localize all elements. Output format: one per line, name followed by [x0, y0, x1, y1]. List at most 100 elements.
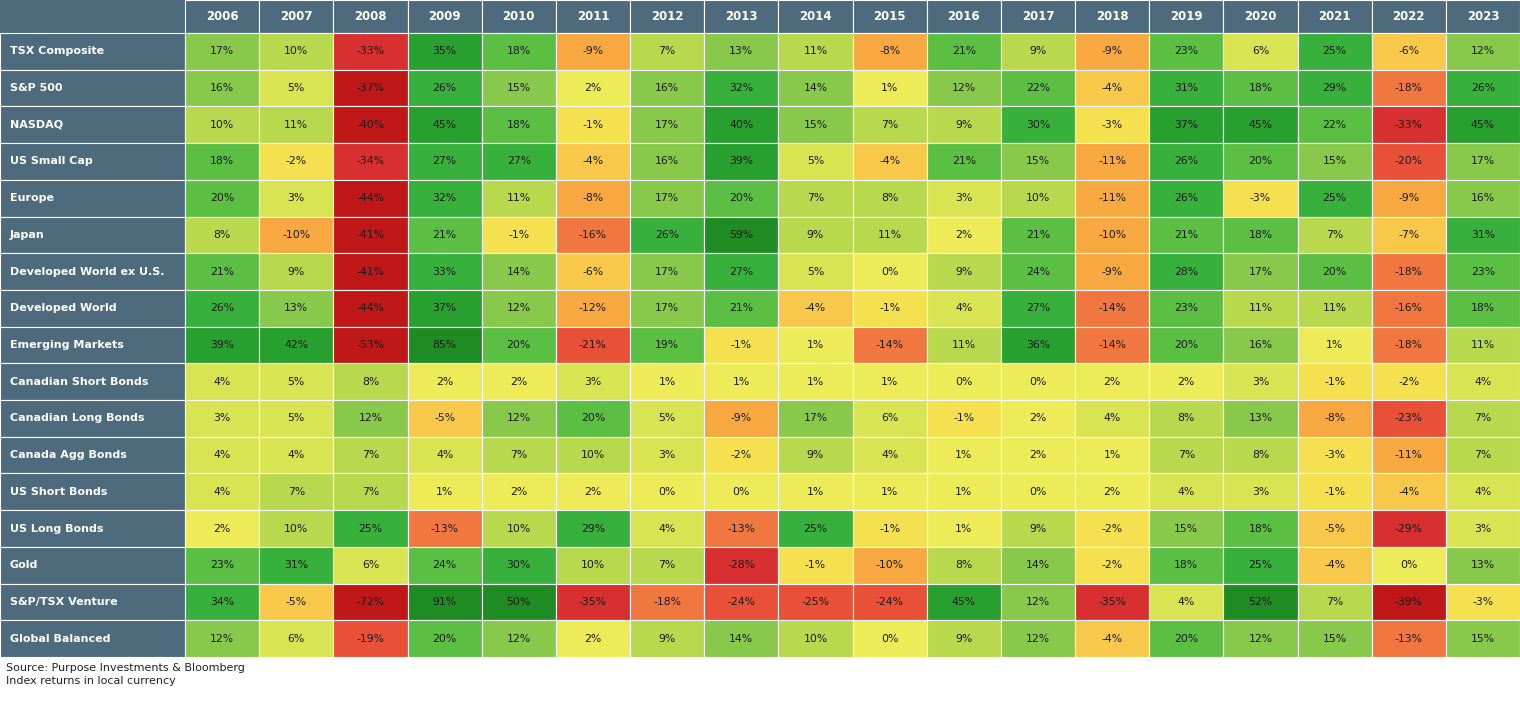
- Text: 4%: 4%: [213, 376, 231, 387]
- Text: 8%: 8%: [955, 560, 973, 570]
- Bar: [1298, 510, 1371, 547]
- Bar: [0, 0, 185, 33]
- Text: 31%: 31%: [1173, 83, 1198, 93]
- Text: 25%: 25%: [359, 524, 383, 534]
- Bar: [556, 363, 629, 400]
- Text: 10%: 10%: [506, 524, 530, 534]
- Text: 2009: 2009: [429, 10, 461, 23]
- Text: -1%: -1%: [1324, 376, 1345, 387]
- Bar: [1149, 363, 1224, 400]
- Bar: [704, 620, 778, 657]
- Text: 40%: 40%: [730, 120, 754, 130]
- Bar: [1446, 474, 1520, 510]
- Text: -16%: -16%: [1395, 303, 1423, 313]
- Bar: [333, 474, 407, 510]
- Bar: [1149, 253, 1224, 290]
- Text: -35%: -35%: [579, 597, 606, 607]
- Bar: [0, 510, 185, 547]
- Bar: [778, 33, 853, 70]
- Bar: [1224, 106, 1298, 143]
- Text: S&P 500: S&P 500: [11, 83, 62, 93]
- Text: Japan: Japan: [11, 230, 44, 240]
- Bar: [482, 180, 556, 216]
- Bar: [1000, 33, 1075, 70]
- Bar: [333, 290, 407, 326]
- Bar: [1149, 547, 1224, 584]
- Bar: [185, 400, 260, 437]
- Bar: [185, 620, 260, 657]
- Bar: [778, 290, 853, 326]
- Text: 15%: 15%: [804, 120, 827, 130]
- Text: US Long Bonds: US Long Bonds: [11, 524, 103, 534]
- Bar: [1371, 70, 1446, 106]
- Text: 12%: 12%: [506, 303, 530, 313]
- Text: 9%: 9%: [1029, 47, 1047, 56]
- Bar: [482, 620, 556, 657]
- Bar: [629, 143, 704, 180]
- Text: -14%: -14%: [1097, 340, 1126, 350]
- Text: 10%: 10%: [210, 120, 234, 130]
- Bar: [1149, 584, 1224, 620]
- Bar: [1000, 216, 1075, 253]
- Text: 20%: 20%: [210, 193, 234, 203]
- Text: 2012: 2012: [651, 10, 684, 23]
- Text: 2014: 2014: [800, 10, 831, 23]
- Bar: [333, 143, 407, 180]
- Bar: [185, 437, 260, 474]
- Text: 20%: 20%: [433, 634, 456, 644]
- Bar: [1298, 216, 1371, 253]
- Text: 26%: 26%: [210, 303, 234, 313]
- Bar: [704, 143, 778, 180]
- Text: 22%: 22%: [1322, 120, 1347, 130]
- Text: -4%: -4%: [1398, 487, 1420, 497]
- Text: 5%: 5%: [807, 266, 824, 276]
- Text: 29%: 29%: [1322, 83, 1347, 93]
- Text: 4%: 4%: [658, 524, 676, 534]
- Text: -14%: -14%: [876, 340, 903, 350]
- Bar: [853, 106, 927, 143]
- Text: 0%: 0%: [882, 266, 898, 276]
- Bar: [482, 547, 556, 584]
- Text: 18%: 18%: [1471, 303, 1496, 313]
- Bar: [853, 70, 927, 106]
- Bar: [778, 326, 853, 363]
- Text: -3%: -3%: [1249, 193, 1271, 203]
- Text: -37%: -37%: [356, 83, 385, 93]
- Bar: [260, 510, 333, 547]
- Text: 0%: 0%: [955, 376, 973, 387]
- Bar: [1224, 510, 1298, 547]
- Text: 20%: 20%: [1322, 266, 1347, 276]
- Bar: [0, 70, 185, 106]
- Bar: [556, 620, 629, 657]
- Text: 30%: 30%: [1026, 120, 1050, 130]
- Text: 10%: 10%: [803, 634, 827, 644]
- Bar: [1224, 143, 1298, 180]
- Text: -1%: -1%: [879, 524, 900, 534]
- Bar: [1075, 253, 1149, 290]
- Bar: [1224, 253, 1298, 290]
- Text: 2%: 2%: [1029, 413, 1047, 424]
- Bar: [629, 584, 704, 620]
- Text: -1%: -1%: [879, 303, 900, 313]
- Text: -3%: -3%: [1102, 120, 1123, 130]
- Text: -1%: -1%: [731, 340, 752, 350]
- Text: 21%: 21%: [952, 157, 976, 166]
- Text: 33%: 33%: [433, 266, 456, 276]
- Text: 45%: 45%: [1471, 120, 1496, 130]
- Text: 15%: 15%: [1322, 157, 1347, 166]
- Text: 18%: 18%: [506, 120, 530, 130]
- Text: 24%: 24%: [1026, 266, 1050, 276]
- Text: 23%: 23%: [210, 560, 234, 570]
- Bar: [704, 326, 778, 363]
- Bar: [185, 584, 260, 620]
- Bar: [1000, 290, 1075, 326]
- Bar: [629, 547, 704, 584]
- Bar: [260, 0, 333, 33]
- Bar: [927, 400, 1000, 437]
- Text: -16%: -16%: [579, 230, 606, 240]
- Text: 45%: 45%: [433, 120, 456, 130]
- Text: 10%: 10%: [284, 524, 309, 534]
- Bar: [704, 106, 778, 143]
- Text: 7%: 7%: [1474, 413, 1491, 424]
- Text: 14%: 14%: [506, 266, 530, 276]
